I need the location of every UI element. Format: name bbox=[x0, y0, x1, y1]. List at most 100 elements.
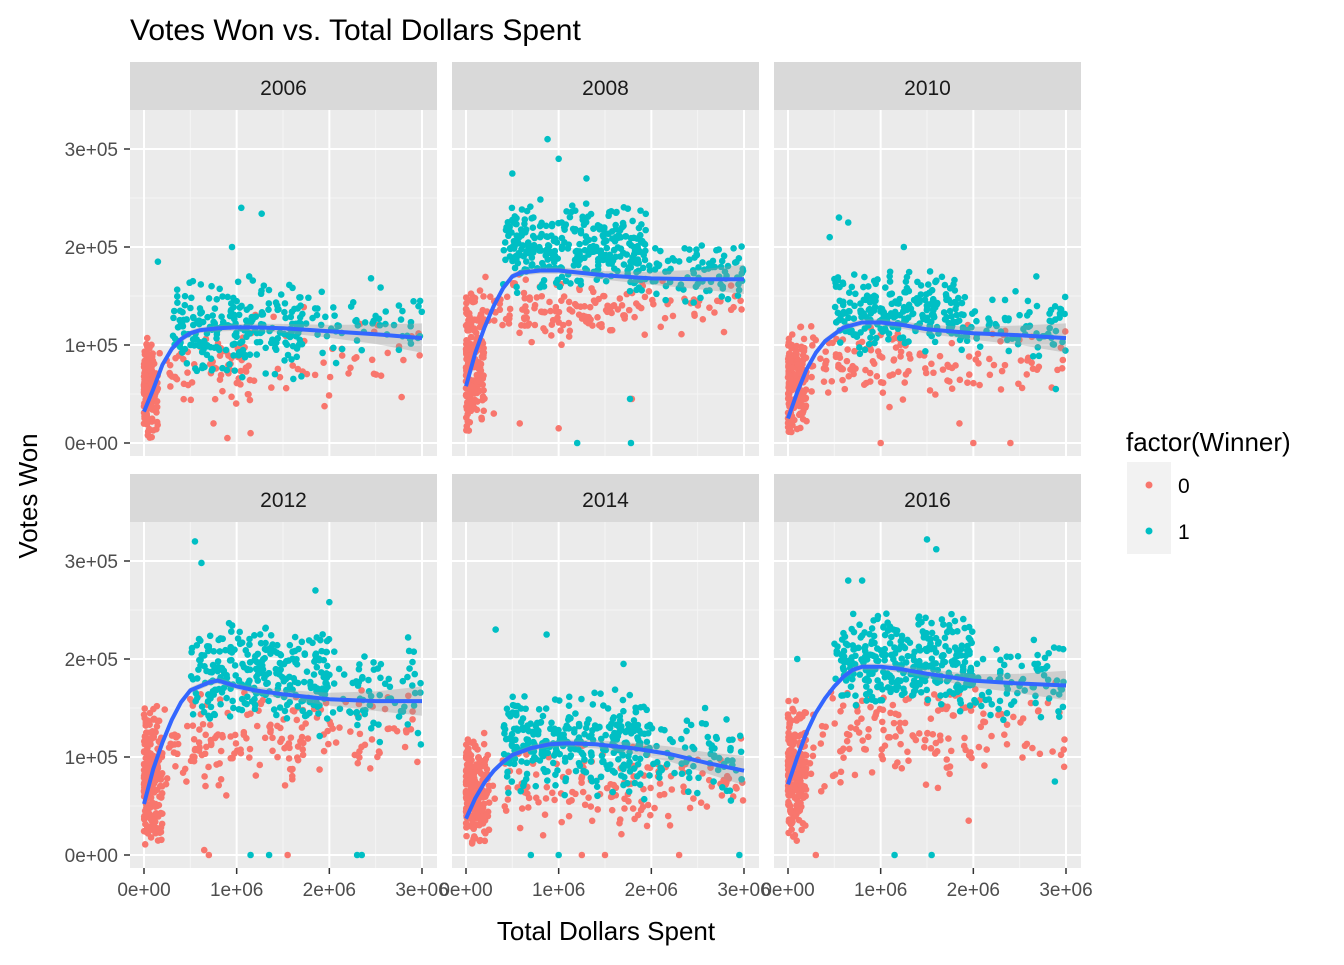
data-point bbox=[253, 658, 261, 666]
data-point bbox=[854, 719, 861, 727]
data-point bbox=[901, 339, 909, 347]
x-tick-label: 2e+06 bbox=[947, 880, 1000, 901]
data-point bbox=[802, 786, 810, 793]
data-point bbox=[172, 763, 179, 770]
data-point bbox=[535, 798, 542, 806]
data-point bbox=[508, 730, 516, 738]
data-point bbox=[799, 819, 807, 827]
data-point bbox=[905, 287, 913, 295]
data-point bbox=[585, 716, 592, 723]
data-point bbox=[793, 425, 801, 433]
data-point bbox=[318, 288, 326, 296]
data-point bbox=[538, 292, 546, 300]
data-point bbox=[877, 439, 884, 447]
data-point bbox=[899, 334, 907, 341]
data-point bbox=[204, 313, 211, 321]
data-point bbox=[978, 691, 986, 699]
data-point bbox=[462, 794, 470, 801]
data-point bbox=[647, 784, 654, 792]
data-point bbox=[636, 231, 644, 239]
data-point bbox=[365, 676, 372, 684]
data-point bbox=[870, 292, 878, 300]
data-point bbox=[907, 355, 914, 362]
data-point bbox=[516, 329, 523, 337]
data-point bbox=[600, 224, 608, 231]
data-point bbox=[831, 720, 838, 727]
data-point bbox=[849, 610, 857, 618]
smooth-line bbox=[786, 320, 1067, 420]
data-point bbox=[518, 322, 525, 329]
data-point bbox=[854, 708, 861, 715]
data-point bbox=[1029, 365, 1037, 373]
facet-panel-2008: 2008 bbox=[452, 62, 759, 456]
data-point bbox=[609, 302, 617, 310]
data-point bbox=[620, 773, 628, 781]
data-point bbox=[261, 734, 269, 742]
data-point bbox=[238, 639, 246, 646]
data-point bbox=[930, 369, 937, 377]
data-point bbox=[281, 782, 289, 789]
data-point bbox=[615, 723, 623, 730]
data-point bbox=[1046, 317, 1054, 325]
data-point bbox=[228, 622, 236, 629]
data-point bbox=[698, 719, 706, 727]
data-point bbox=[316, 702, 323, 709]
data-point bbox=[237, 367, 245, 375]
data-point bbox=[557, 327, 564, 334]
data-point bbox=[845, 314, 852, 322]
data-point bbox=[798, 357, 806, 364]
data-point bbox=[852, 290, 859, 298]
data-point bbox=[555, 155, 562, 163]
data-point bbox=[480, 407, 488, 415]
data-point bbox=[198, 703, 206, 710]
data-point bbox=[513, 289, 521, 297]
data-point bbox=[711, 309, 718, 316]
data-point bbox=[206, 360, 214, 368]
data-point bbox=[228, 646, 235, 653]
data-point bbox=[289, 284, 296, 292]
data-point bbox=[929, 661, 937, 668]
data-point bbox=[930, 305, 937, 313]
data-point bbox=[817, 740, 825, 747]
data-point bbox=[492, 626, 499, 633]
data-point bbox=[891, 762, 899, 770]
data-point bbox=[216, 648, 224, 655]
data-point bbox=[916, 647, 924, 654]
data-point bbox=[418, 308, 426, 316]
data-point bbox=[510, 725, 518, 733]
data-point bbox=[614, 306, 622, 313]
data-point bbox=[211, 320, 219, 327]
data-point bbox=[901, 719, 909, 727]
data-point bbox=[948, 339, 956, 347]
data-point bbox=[960, 311, 967, 319]
data-point bbox=[561, 238, 568, 246]
data-point bbox=[697, 799, 705, 807]
data-point bbox=[970, 379, 977, 387]
data-point bbox=[152, 800, 159, 808]
data-point bbox=[848, 625, 856, 633]
data-point bbox=[633, 268, 640, 276]
data-point bbox=[920, 743, 928, 751]
data-point bbox=[531, 753, 538, 761]
data-point bbox=[705, 260, 713, 267]
data-point bbox=[986, 355, 993, 363]
data-point bbox=[319, 631, 326, 638]
data-point bbox=[231, 331, 239, 339]
data-point bbox=[1003, 741, 1011, 748]
data-points bbox=[784, 536, 1068, 859]
data-point bbox=[1058, 365, 1066, 372]
data-point bbox=[867, 334, 874, 341]
data-point bbox=[1060, 746, 1068, 753]
facet-strip bbox=[452, 62, 759, 110]
data-point bbox=[851, 347, 858, 355]
data-point bbox=[246, 351, 254, 359]
data-point bbox=[228, 393, 235, 401]
data-point bbox=[867, 346, 875, 354]
facet-strip-label: 2008 bbox=[582, 77, 629, 100]
data-point bbox=[874, 612, 882, 620]
data-point bbox=[651, 244, 659, 252]
data-point bbox=[597, 247, 605, 255]
data-point bbox=[928, 629, 936, 637]
data-point bbox=[532, 782, 540, 790]
data-point bbox=[1052, 327, 1060, 335]
